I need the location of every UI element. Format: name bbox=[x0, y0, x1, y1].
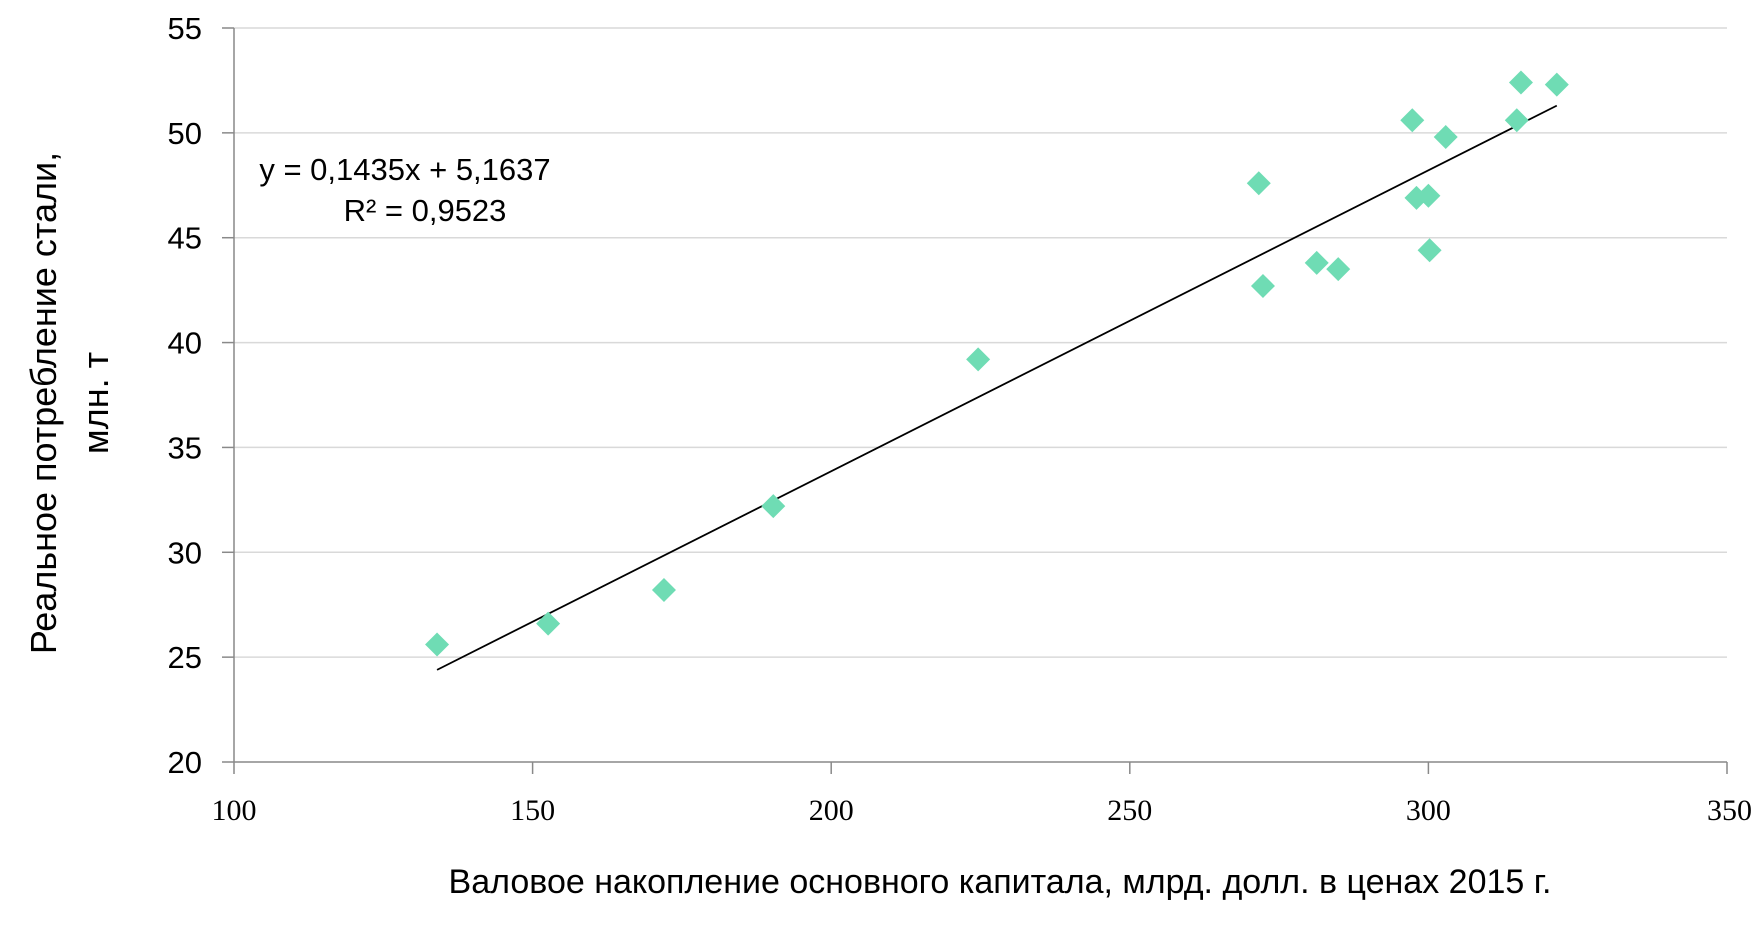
data-point-5 bbox=[1246, 171, 1271, 196]
tick-labels: 20 25 30 35 40 45 50 55 100 150 200 250 300 350 bbox=[168, 11, 1752, 827]
x-tick-label-4: 300 bbox=[1406, 794, 1451, 827]
data-point-3 bbox=[761, 494, 786, 519]
data-point-12 bbox=[1417, 238, 1442, 263]
data-point-14 bbox=[1504, 108, 1529, 133]
data-point-1 bbox=[536, 611, 561, 636]
data-point-11 bbox=[1416, 183, 1441, 208]
data-point-8 bbox=[1326, 257, 1351, 282]
grid-lines bbox=[234, 27, 1727, 658]
data-point-6 bbox=[1250, 273, 1275, 298]
x-tick-label-5: 350 bbox=[1707, 794, 1752, 827]
y-tick-label-3: 35 bbox=[168, 430, 202, 465]
data-point-16 bbox=[1544, 72, 1569, 97]
data-point-13 bbox=[1433, 125, 1458, 150]
y-tick-label-2: 30 bbox=[168, 535, 202, 570]
trendline-equation: y = 0,1435x + 5,1637 bbox=[259, 152, 550, 187]
x-axis-label: Валовое накопление основного капитала, м… bbox=[449, 863, 1552, 901]
trendline bbox=[436, 104, 1558, 671]
data-point-7 bbox=[1304, 250, 1329, 275]
trendline-layer bbox=[436, 104, 1558, 671]
y-tick-label-4: 40 bbox=[168, 326, 202, 361]
y-tick-label-1: 25 bbox=[168, 640, 202, 675]
x-tick-label-1: 150 bbox=[510, 794, 555, 827]
x-tick-label-0: 100 bbox=[212, 794, 257, 827]
x-tick-label-3: 250 bbox=[1107, 794, 1152, 827]
data-point-9 bbox=[1400, 108, 1425, 133]
y-tick-label-6: 50 bbox=[168, 116, 202, 151]
data-points bbox=[425, 70, 1569, 657]
data-point-15 bbox=[1508, 70, 1533, 95]
y-tick-label-0: 20 bbox=[168, 745, 202, 780]
y-tick-label-7: 55 bbox=[168, 11, 202, 46]
data-point-4 bbox=[966, 347, 991, 372]
data-point-0 bbox=[425, 632, 450, 657]
y-tick-label-5: 45 bbox=[168, 221, 202, 256]
x-tick-label-2: 200 bbox=[809, 794, 854, 827]
y-axis-label-line-2: млн. т bbox=[75, 352, 116, 454]
axes bbox=[222, 27, 1728, 774]
data-point-2 bbox=[651, 578, 676, 603]
trendline-r-squared: R² = 0,9523 bbox=[344, 193, 507, 228]
y-axis-label-line-1: Реальное потребление стали, bbox=[23, 152, 64, 654]
